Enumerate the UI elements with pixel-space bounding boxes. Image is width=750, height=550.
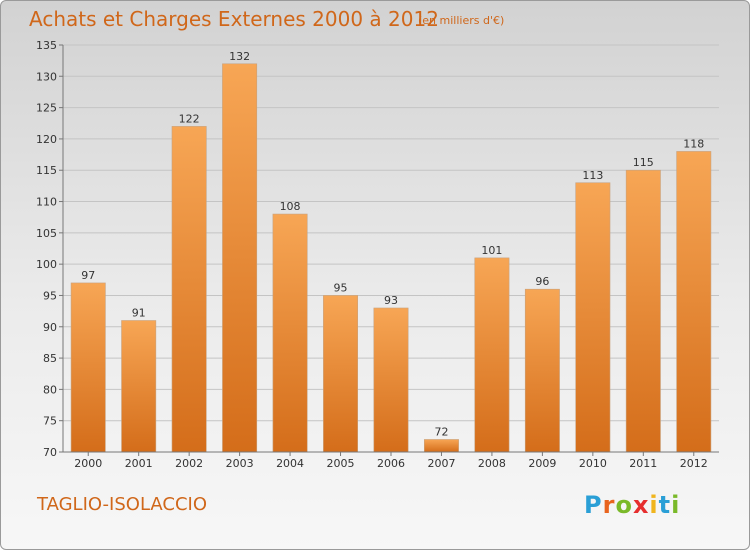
bar-2003 bbox=[222, 63, 258, 453]
bar-2011 bbox=[625, 169, 661, 453]
value-label-2011: 115 bbox=[633, 156, 654, 169]
y-tick-label: 95 bbox=[43, 289, 57, 302]
x-tick-label-2012: 2012 bbox=[680, 457, 708, 470]
x-tick-label-2005: 2005 bbox=[327, 457, 355, 470]
x-tick-label-2002: 2002 bbox=[175, 457, 203, 470]
y-tick-label: 130 bbox=[36, 70, 57, 83]
value-label-2009: 96 bbox=[535, 275, 549, 288]
x-tick-label-2011: 2011 bbox=[629, 457, 657, 470]
x-tick-label-2008: 2008 bbox=[478, 457, 506, 470]
y-tick-label: 110 bbox=[36, 196, 57, 209]
x-tick-label-2004: 2004 bbox=[276, 457, 304, 470]
x-tick-label-2010: 2010 bbox=[579, 457, 607, 470]
value-label-2010: 113 bbox=[582, 169, 603, 182]
value-label-2008: 101 bbox=[481, 244, 502, 257]
value-label-2004: 108 bbox=[280, 200, 301, 213]
bar-2004 bbox=[272, 213, 308, 453]
logo-letter: r bbox=[602, 491, 616, 519]
x-tick-label-2001: 2001 bbox=[125, 457, 153, 470]
logo-letter: t bbox=[658, 491, 672, 519]
logo-letter: P bbox=[584, 491, 603, 519]
bar-2002 bbox=[171, 126, 207, 453]
bar-2009 bbox=[524, 288, 560, 453]
logo-letter: i bbox=[671, 491, 681, 519]
commune-name: TAGLIO-ISOLACCIO bbox=[37, 494, 207, 515]
y-tick-label: 75 bbox=[43, 415, 57, 428]
proxiti-logo[interactable]: Proxiti bbox=[584, 491, 680, 519]
y-tick-label: 125 bbox=[36, 102, 57, 115]
y-tick-label: 80 bbox=[43, 383, 57, 396]
value-label-2003: 132 bbox=[229, 50, 250, 63]
value-label-2006: 93 bbox=[384, 294, 398, 307]
bar-2012 bbox=[676, 151, 712, 453]
y-tick-label: 90 bbox=[43, 321, 57, 334]
y-tick-label: 85 bbox=[43, 352, 57, 365]
x-tick-label-2009: 2009 bbox=[528, 457, 556, 470]
chart-title: Achats et Charges Externes 2000 à 2012 bbox=[29, 7, 439, 31]
bar-2000 bbox=[70, 282, 106, 453]
y-tick-label: 120 bbox=[36, 133, 57, 146]
y-tick-label: 100 bbox=[36, 258, 57, 271]
y-tick-label: 115 bbox=[36, 164, 57, 177]
chart-subtitle: (en milliers d'€) bbox=[418, 14, 505, 27]
logo-letter: i bbox=[649, 491, 659, 519]
x-tick-label-2000: 2000 bbox=[74, 457, 102, 470]
logo-letter: o bbox=[615, 491, 633, 519]
y-tick-label: 105 bbox=[36, 227, 57, 240]
value-label-2012: 118 bbox=[683, 137, 704, 150]
x-tick-label-2003: 2003 bbox=[226, 457, 254, 470]
x-tick-label-2007: 2007 bbox=[427, 457, 455, 470]
bar-2005 bbox=[323, 295, 358, 453]
axes-group: 70 75 80 85 90 95 100 105 110 115 120 125 130 135 2000… bbox=[36, 39, 719, 470]
value-label-2001: 91 bbox=[132, 307, 146, 320]
bar-2001 bbox=[121, 320, 157, 453]
logo-letter: x bbox=[632, 491, 650, 519]
bar-2007 bbox=[424, 439, 459, 453]
value-label-2007: 72 bbox=[434, 425, 448, 438]
value-label-2002: 122 bbox=[179, 112, 200, 125]
value-label-2000: 97 bbox=[81, 269, 95, 282]
bar-2008 bbox=[474, 257, 510, 453]
bars-group: 97 91 122 132 108 95 93 72 101 96 113 115 118 bbox=[70, 50, 712, 453]
y-tick-label: 70 bbox=[43, 446, 57, 459]
bar-2006 bbox=[373, 307, 409, 453]
x-tick-label-2006: 2006 bbox=[377, 457, 405, 470]
value-label-2005: 95 bbox=[334, 281, 348, 294]
bar-2010 bbox=[575, 182, 611, 453]
y-tick-label: 135 bbox=[36, 39, 57, 52]
